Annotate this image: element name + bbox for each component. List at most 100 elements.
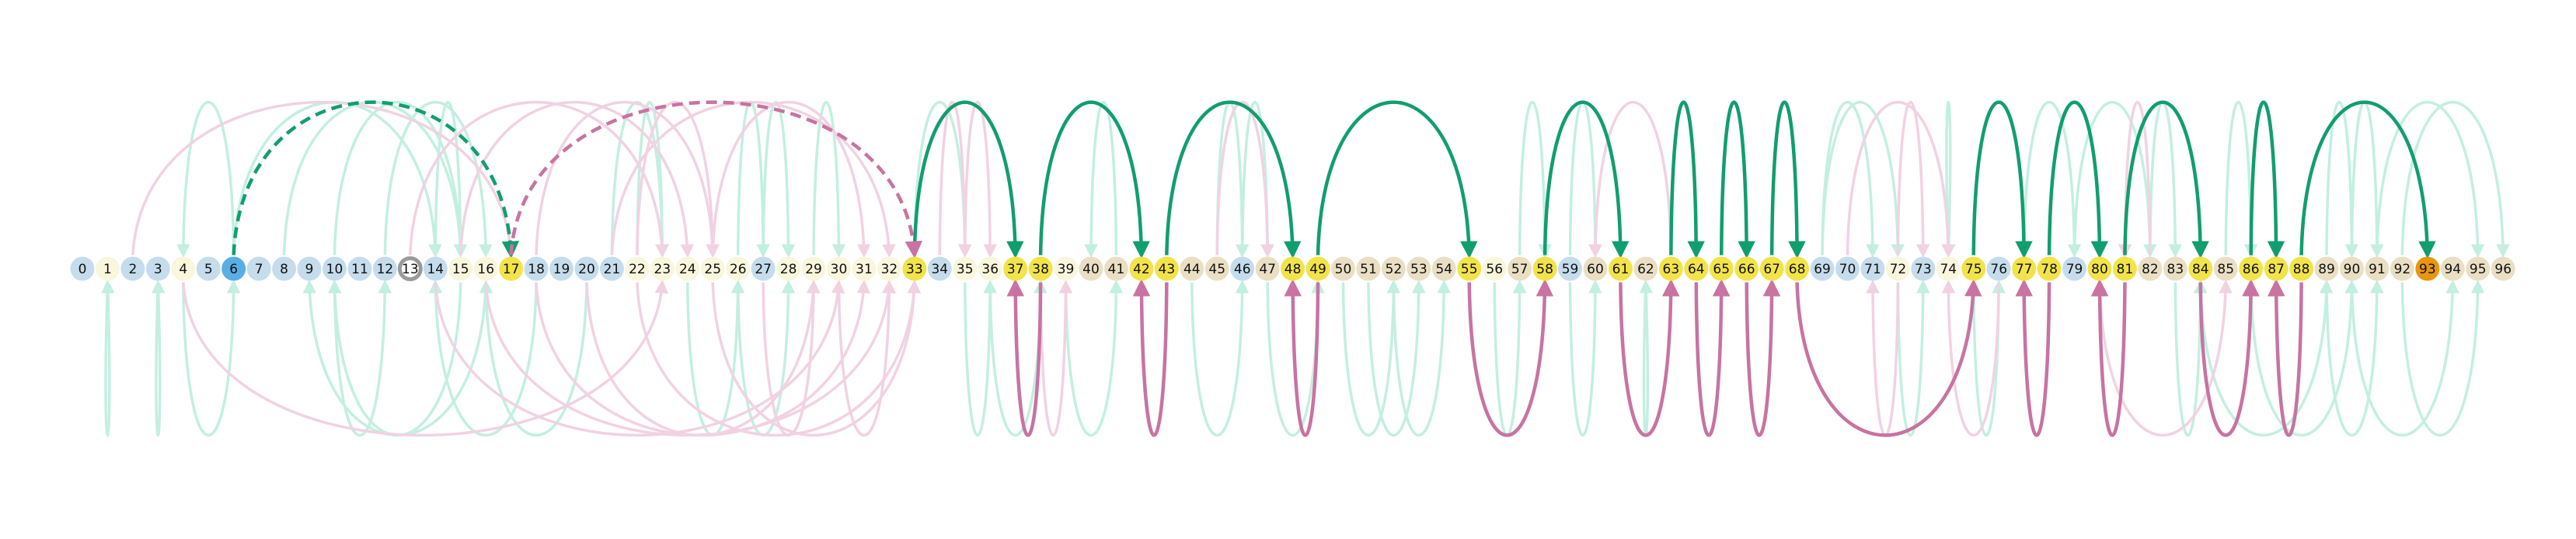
node-89: 89	[2314, 256, 2339, 281]
node-4: 4	[171, 256, 196, 281]
node-label: 95	[2470, 262, 2487, 277]
node-label: 57	[1511, 262, 1529, 277]
node-label: 21	[604, 262, 621, 277]
node-label: 44	[1183, 262, 1201, 277]
node-17: 17	[499, 256, 524, 281]
faint-edge-39-41	[1064, 280, 1124, 436]
node-label: 70	[1839, 262, 1856, 277]
node-63: 63	[1658, 256, 1683, 281]
node-circle	[2012, 256, 2037, 281]
node-label: 36	[981, 262, 999, 277]
node-65: 65	[1709, 256, 1734, 281]
node-34: 34	[927, 256, 952, 281]
faint-edge-33-35	[913, 101, 972, 258]
node-circle	[1204, 256, 1229, 281]
node-12: 12	[372, 256, 397, 281]
node-label: 91	[2369, 262, 2386, 277]
node-46: 46	[1230, 256, 1255, 281]
node-32: 32	[877, 256, 901, 281]
node-circle	[120, 256, 145, 281]
node-label: 83	[2167, 262, 2184, 277]
faint-edge-84-89	[2199, 280, 2334, 436]
faint-edge-22-25	[636, 101, 720, 258]
node-41: 41	[1103, 256, 1128, 281]
faint-edge-77-79	[2022, 101, 2082, 258]
node-66: 66	[1734, 256, 1759, 281]
node-61: 61	[1608, 256, 1633, 281]
node-5: 5	[196, 256, 221, 281]
highlighted-edge-43-42	[1132, 279, 1169, 437]
node-circle	[473, 256, 498, 281]
node-circle	[1986, 256, 2011, 281]
faint-edge-10-12	[333, 280, 392, 436]
highlighted-edge-64-65	[1694, 279, 1731, 437]
node-label: 0	[78, 262, 87, 277]
node-circle	[2264, 256, 2288, 281]
node-53: 53	[1407, 256, 1431, 281]
node-56: 56	[1482, 256, 1507, 281]
highlighted-edge-55-58	[1467, 279, 1554, 437]
node-circle	[2188, 256, 2213, 281]
node-77: 77	[2012, 256, 2037, 281]
node-label: 74	[1940, 262, 1957, 277]
node-label: 39	[1058, 262, 1075, 277]
node-93: 93	[2415, 256, 2440, 281]
highlighted-edge-86-87	[2249, 100, 2285, 259]
highlighted-edge-78-77	[2015, 279, 2051, 437]
node-label: 16	[477, 262, 494, 277]
faint-edge-29-30	[812, 100, 846, 258]
node-circle	[1633, 256, 1658, 281]
node-label: 14	[427, 262, 444, 277]
highlighted-edge-66-67	[1745, 279, 1781, 437]
node-80: 80	[2087, 256, 2112, 281]
node-circle	[1103, 256, 1128, 281]
node-label: 94	[2444, 262, 2461, 277]
node-84: 84	[2188, 256, 2213, 281]
node-label: 82	[2142, 262, 2159, 277]
node-label: 50	[1335, 262, 1352, 277]
node-label: 28	[780, 262, 797, 277]
highlighted-edge-33-37	[912, 100, 1024, 259]
node-label: 1	[103, 262, 112, 277]
faint-edge-18-25	[535, 100, 720, 258]
node-43: 43	[1154, 256, 1179, 281]
node-label: 76	[1990, 262, 2007, 277]
faint-edge-2-17	[131, 100, 518, 258]
faint-edge-44-46	[1190, 280, 1250, 436]
node-70: 70	[1835, 256, 1860, 281]
node-label: 27	[755, 262, 772, 277]
node-96: 96	[2491, 256, 2515, 281]
node-circle	[1508, 256, 1532, 281]
node-circle	[549, 256, 574, 281]
node-52: 52	[1381, 256, 1406, 281]
node-label: 84	[2192, 262, 2209, 277]
faint-edge-90-91	[2350, 100, 2384, 258]
node-circle	[524, 256, 549, 281]
node-label: 78	[2041, 262, 2058, 277]
node-circle	[2466, 256, 2491, 281]
faint-edge-69-72	[1821, 101, 1905, 258]
node-44: 44	[1180, 256, 1204, 281]
node-circle	[1583, 256, 1608, 281]
highlighted-edge-17-33	[509, 100, 922, 259]
node-circle	[1054, 256, 1079, 281]
node-label: 68	[1789, 262, 1806, 277]
faint-edge-14-30	[434, 280, 845, 437]
node-label: 40	[1082, 262, 1100, 277]
node-label: 96	[2494, 262, 2512, 277]
faint-edge-52-54	[1392, 280, 1451, 436]
node-circle	[272, 256, 297, 281]
node-label: 85	[2217, 262, 2234, 277]
node-label: 31	[856, 262, 873, 277]
node-label: 75	[1965, 262, 1982, 277]
node-circle	[1457, 256, 1482, 281]
node-circle	[1407, 256, 1431, 281]
node-circle	[625, 256, 650, 281]
node-label: 3	[154, 262, 162, 277]
node-circle	[171, 256, 196, 281]
faint-edge-6-4	[176, 101, 235, 258]
node-circle	[1281, 256, 1305, 281]
node-circle	[196, 256, 221, 281]
node-21: 21	[599, 256, 624, 281]
node-circle	[700, 256, 725, 281]
